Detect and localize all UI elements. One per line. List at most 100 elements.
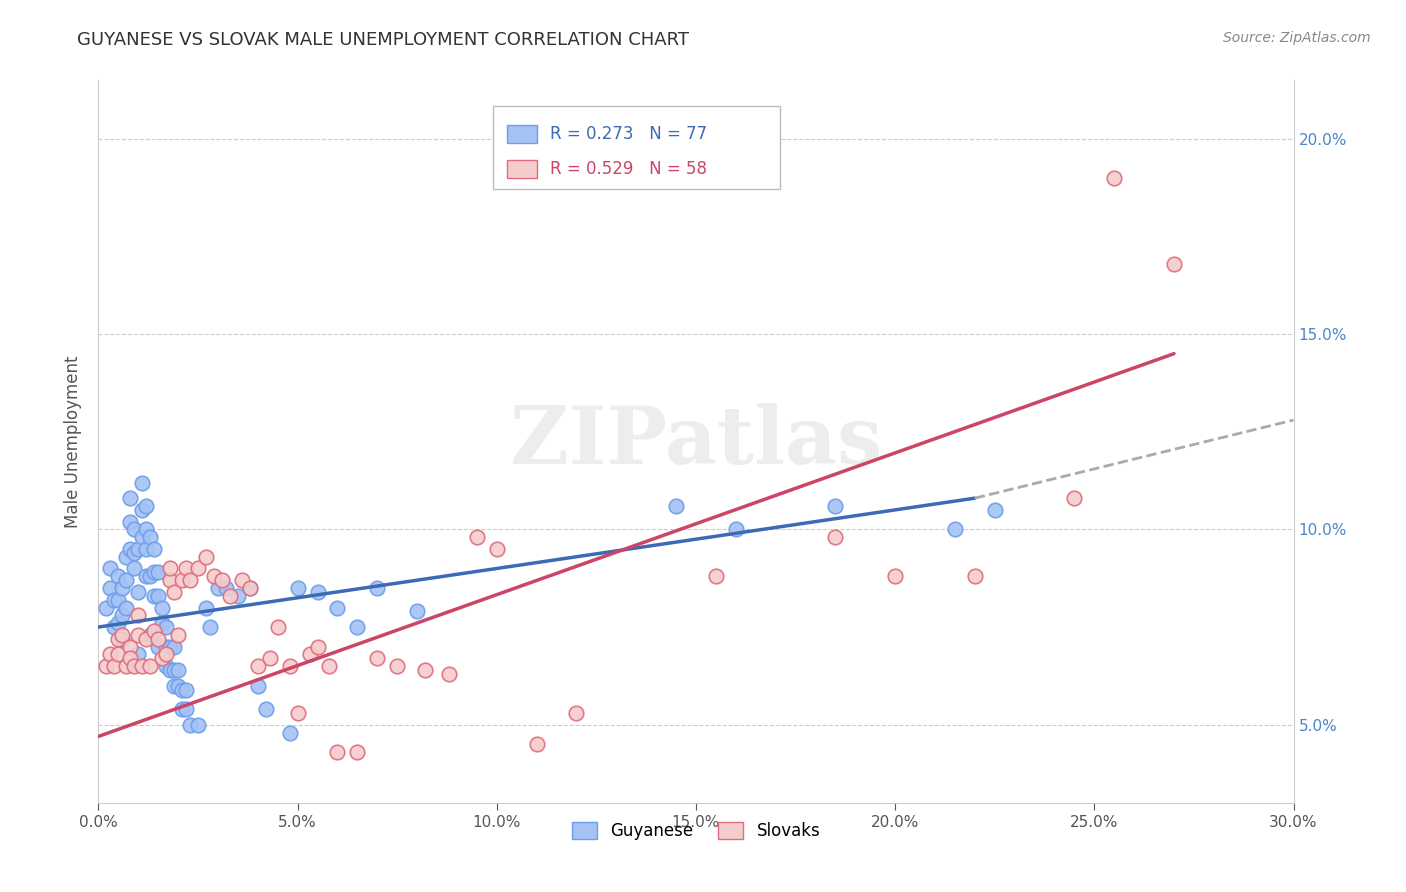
Point	[135, 541, 157, 556]
Point	[139, 569, 162, 583]
Point	[565, 706, 588, 720]
Point	[187, 561, 209, 575]
Point	[195, 549, 218, 564]
Point	[127, 628, 149, 642]
Point	[155, 659, 177, 673]
Point	[111, 628, 134, 642]
Point	[326, 745, 349, 759]
Point	[163, 663, 186, 677]
Point	[485, 541, 508, 556]
Point	[198, 620, 221, 634]
Point	[155, 640, 177, 654]
Point	[211, 573, 233, 587]
Point	[172, 702, 194, 716]
Point	[246, 659, 269, 673]
Point	[413, 663, 436, 677]
Point	[107, 569, 129, 583]
Point	[239, 581, 262, 595]
Point	[148, 566, 170, 580]
Point	[824, 530, 846, 544]
Point	[103, 592, 125, 607]
Point	[98, 561, 122, 575]
Point	[150, 651, 173, 665]
Point	[98, 581, 122, 595]
Point	[159, 561, 181, 575]
Point	[884, 569, 907, 583]
Point	[307, 585, 329, 599]
Point	[127, 648, 149, 662]
Point	[135, 569, 157, 583]
Point	[107, 616, 129, 631]
Point	[127, 541, 149, 556]
FancyBboxPatch shape	[494, 105, 780, 189]
Point	[172, 573, 194, 587]
Point	[124, 561, 146, 575]
Point	[385, 659, 409, 673]
Point	[287, 706, 309, 720]
Point	[120, 651, 142, 665]
Point	[202, 569, 225, 583]
Point	[704, 569, 727, 583]
Legend: Guyanese, Slovaks: Guyanese, Slovaks	[565, 815, 827, 847]
Point	[150, 600, 173, 615]
Point	[366, 581, 388, 595]
Point	[526, 737, 548, 751]
Point	[111, 581, 134, 595]
Point	[298, 648, 321, 662]
Point	[124, 523, 146, 537]
Point	[406, 604, 429, 618]
Point	[143, 589, 166, 603]
Point	[107, 592, 129, 607]
Point	[120, 640, 142, 654]
Point	[159, 640, 181, 654]
Point	[143, 624, 166, 638]
Point	[318, 659, 340, 673]
FancyBboxPatch shape	[508, 125, 537, 143]
Point	[346, 745, 368, 759]
Point	[824, 499, 846, 513]
Point	[143, 541, 166, 556]
Point	[107, 648, 129, 662]
Point	[226, 589, 249, 603]
Point	[124, 659, 146, 673]
Point	[187, 717, 209, 731]
Point	[96, 659, 118, 673]
Point	[665, 499, 688, 513]
Point	[131, 503, 153, 517]
Point	[174, 561, 197, 575]
Point	[159, 573, 181, 587]
Point	[167, 679, 190, 693]
Point	[96, 600, 118, 615]
Point	[215, 581, 238, 595]
Point	[159, 663, 181, 677]
Point	[131, 475, 153, 490]
Point	[135, 523, 157, 537]
Point	[231, 573, 253, 587]
Point	[307, 640, 329, 654]
Point	[174, 682, 197, 697]
Point	[195, 600, 218, 615]
Point	[724, 523, 747, 537]
Point	[346, 620, 368, 634]
Point	[111, 608, 134, 623]
Point	[984, 503, 1007, 517]
Point	[259, 651, 281, 665]
Point	[143, 566, 166, 580]
Point	[127, 608, 149, 623]
Point	[278, 725, 301, 739]
Point	[148, 632, 170, 646]
Point	[135, 499, 157, 513]
Point	[150, 616, 173, 631]
Point	[465, 530, 488, 544]
Text: R = 0.529   N = 58: R = 0.529 N = 58	[550, 161, 707, 178]
Point	[124, 546, 146, 560]
Point	[267, 620, 290, 634]
Point	[120, 491, 142, 505]
Point	[207, 581, 229, 595]
FancyBboxPatch shape	[508, 160, 537, 178]
Point	[1104, 170, 1126, 185]
Point	[98, 648, 122, 662]
Point	[111, 632, 134, 646]
Point	[167, 663, 190, 677]
Point	[163, 640, 186, 654]
